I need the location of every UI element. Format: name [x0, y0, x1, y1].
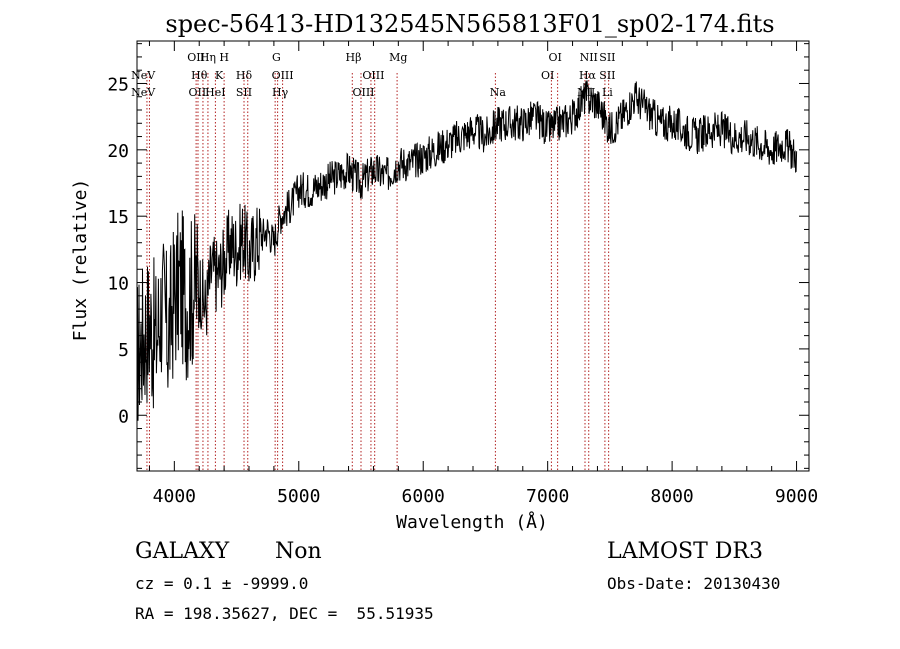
x-tick-label: 9000	[775, 486, 818, 507]
line-label: SII	[236, 86, 252, 99]
y-tick-label: 20	[107, 141, 129, 162]
y-axis: 0 5 10 15 20 25	[107, 43, 809, 469]
y-tick-label: 25	[107, 74, 129, 95]
line-label: Mg	[389, 51, 407, 64]
x-tick-label: 5000	[277, 486, 320, 507]
line-label: NII	[580, 51, 598, 64]
y-tick-label: 0	[118, 406, 129, 427]
line-label: Li	[602, 86, 613, 99]
survey-name: LAMOST DR3	[607, 539, 763, 564]
line-label: Hα	[579, 69, 597, 82]
line-label: OI	[548, 51, 561, 64]
line-label: Na	[490, 86, 507, 99]
x-axis-label: Wavelength (Å)	[396, 511, 548, 533]
line-label: OIII	[352, 86, 374, 99]
chart-title: spec-56413-HD132545N565813F01_sp02-174.f…	[165, 10, 774, 38]
line-label: H	[219, 51, 229, 64]
y-tick-label: 15	[107, 207, 129, 228]
redshift-line: cz = 0.1 ± -9999.0	[135, 574, 309, 593]
line-label: Hη	[200, 51, 216, 64]
line-label: OII	[187, 51, 205, 64]
x-tick-label: 6000	[402, 486, 445, 507]
line-label: OIII	[362, 69, 384, 82]
obs-date: Obs-Date: 20130430	[607, 574, 781, 593]
spectrum-plot: spec-56413-HD132545N565813F01_sp02-174.f…	[70, 10, 818, 533]
line-label: OIII	[272, 69, 294, 82]
line-label: Hβ	[346, 51, 362, 64]
y-tick-label: 5	[118, 340, 129, 361]
line-label: OI	[541, 69, 554, 82]
object-subclass: Non	[275, 539, 322, 564]
line-label: G	[272, 51, 281, 64]
y-axis-label: Flux (relative)	[70, 179, 91, 342]
line-label: NeV	[131, 69, 156, 82]
line-label: SII	[599, 69, 615, 82]
x-tick-label: 7000	[526, 486, 569, 507]
line-label: Hδ	[236, 69, 253, 82]
line-label: SII	[599, 51, 615, 64]
line-label: K	[215, 69, 224, 82]
line-label: HeI	[205, 86, 225, 99]
y-tick-label: 10	[107, 274, 129, 295]
object-class: GALAXY	[135, 539, 230, 564]
x-tick-label: 4000	[153, 486, 196, 507]
spectrum-line	[136, 80, 798, 421]
line-label: OII	[188, 86, 206, 99]
line-label: Hγ	[272, 86, 289, 99]
x-axis: 4000 5000 6000 7000 8000 9000	[148, 41, 818, 507]
coordinates-line: RA = 198.35627, DEC = 55.51935	[135, 604, 434, 623]
line-label: Hθ	[191, 69, 208, 82]
line-label: NeV	[131, 86, 156, 99]
x-tick-label: 8000	[650, 486, 693, 507]
